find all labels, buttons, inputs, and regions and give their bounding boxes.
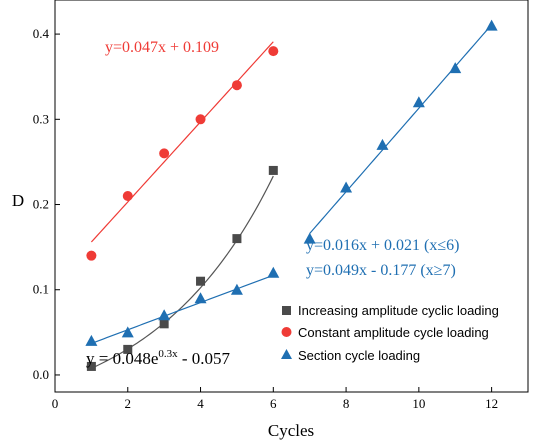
section-data-point — [412, 96, 425, 108]
section-data-point — [340, 181, 353, 193]
x-tick-label: 10 — [412, 396, 425, 411]
section-data-point — [194, 292, 207, 304]
section-data-point — [85, 334, 98, 346]
constant-data-point — [159, 148, 170, 159]
y-tick-label: 0.1 — [33, 282, 49, 297]
increasing-fit-curve — [91, 175, 274, 369]
x-tick-label: 0 — [52, 396, 59, 411]
section-data-point — [485, 19, 498, 31]
constant-data-point — [231, 80, 242, 91]
increasing-data-point — [123, 344, 133, 354]
constant-data-point — [268, 46, 279, 57]
constant-fit-line — [90, 41, 274, 243]
constant-data-point — [122, 191, 133, 201]
legend-label-increasing: Increasing amplitude cyclic loading — [298, 303, 499, 318]
x-tick-label: 2 — [125, 396, 132, 411]
blue-fit-equation-2: y=0.049x - 0.177 (x≥7) — [306, 262, 456, 279]
section-data-point — [230, 283, 243, 295]
increasing-data-point — [268, 165, 278, 175]
increasing-data-point — [86, 361, 96, 371]
blue-fit-equation-1: y=0.016x + 0.021 (x≤6) — [306, 237, 459, 254]
section-data-point — [121, 326, 134, 338]
x-tick-label: 12 — [485, 396, 498, 411]
constant-data-point — [86, 250, 97, 261]
x-tick-label: 8 — [343, 396, 350, 411]
section-data-point — [376, 138, 389, 150]
section-fit-line-1 — [91, 274, 274, 344]
legend-marker-circle — [281, 327, 292, 337]
y-tick-label: 0.3 — [33, 111, 49, 126]
legend-label-section: Section cycle loading — [298, 348, 420, 363]
y-tick-label: 0.0 — [33, 367, 49, 382]
x-tick-label: 6 — [270, 396, 277, 411]
y-tick-label: 0.4 — [33, 26, 50, 41]
constant-data-point — [195, 114, 206, 125]
x-axis-ticks: 0 2 4 6 8 10 12 — [52, 387, 498, 411]
legend: Increasing amplitude cyclic loading Cons… — [281, 303, 499, 363]
section-data-point — [158, 309, 171, 321]
x-axis-title: Cycles — [268, 421, 314, 440]
legend-label-constant: Constant amplitude cycle loading — [298, 325, 489, 340]
red-fit-equation: y=0.047x + 0.109 — [105, 39, 219, 56]
black-fit-equation-suffix: - 0.057 — [178, 349, 231, 368]
increasing-data-point — [196, 276, 206, 286]
y-axis-title: D — [12, 191, 24, 210]
section-fit-line-2 — [309, 24, 493, 234]
plot-frame — [54, 0, 529, 393]
black-fit-equation-prefix: y = 0.048e — [86, 349, 158, 368]
section-data-point — [449, 62, 462, 74]
increasing-data-point — [232, 234, 242, 244]
legend-marker-triangle — [281, 349, 292, 359]
section-data-point — [303, 232, 316, 244]
black-fit-equation: y = 0.048e0.3x - 0.057 — [86, 348, 231, 368]
section-data-point — [267, 266, 280, 278]
increasing-data-point — [159, 319, 169, 329]
fit-lines — [90, 24, 493, 369]
black-fit-equation-exponent: 0.3x — [158, 348, 178, 360]
data-points — [85, 19, 498, 371]
x-tick-label: 4 — [197, 396, 204, 411]
y-axis-ticks: 0.0 0.1 0.2 0.3 0.4 — [33, 26, 60, 382]
legend-marker-square — [282, 306, 291, 315]
y-tick-label: 0.2 — [33, 197, 49, 212]
